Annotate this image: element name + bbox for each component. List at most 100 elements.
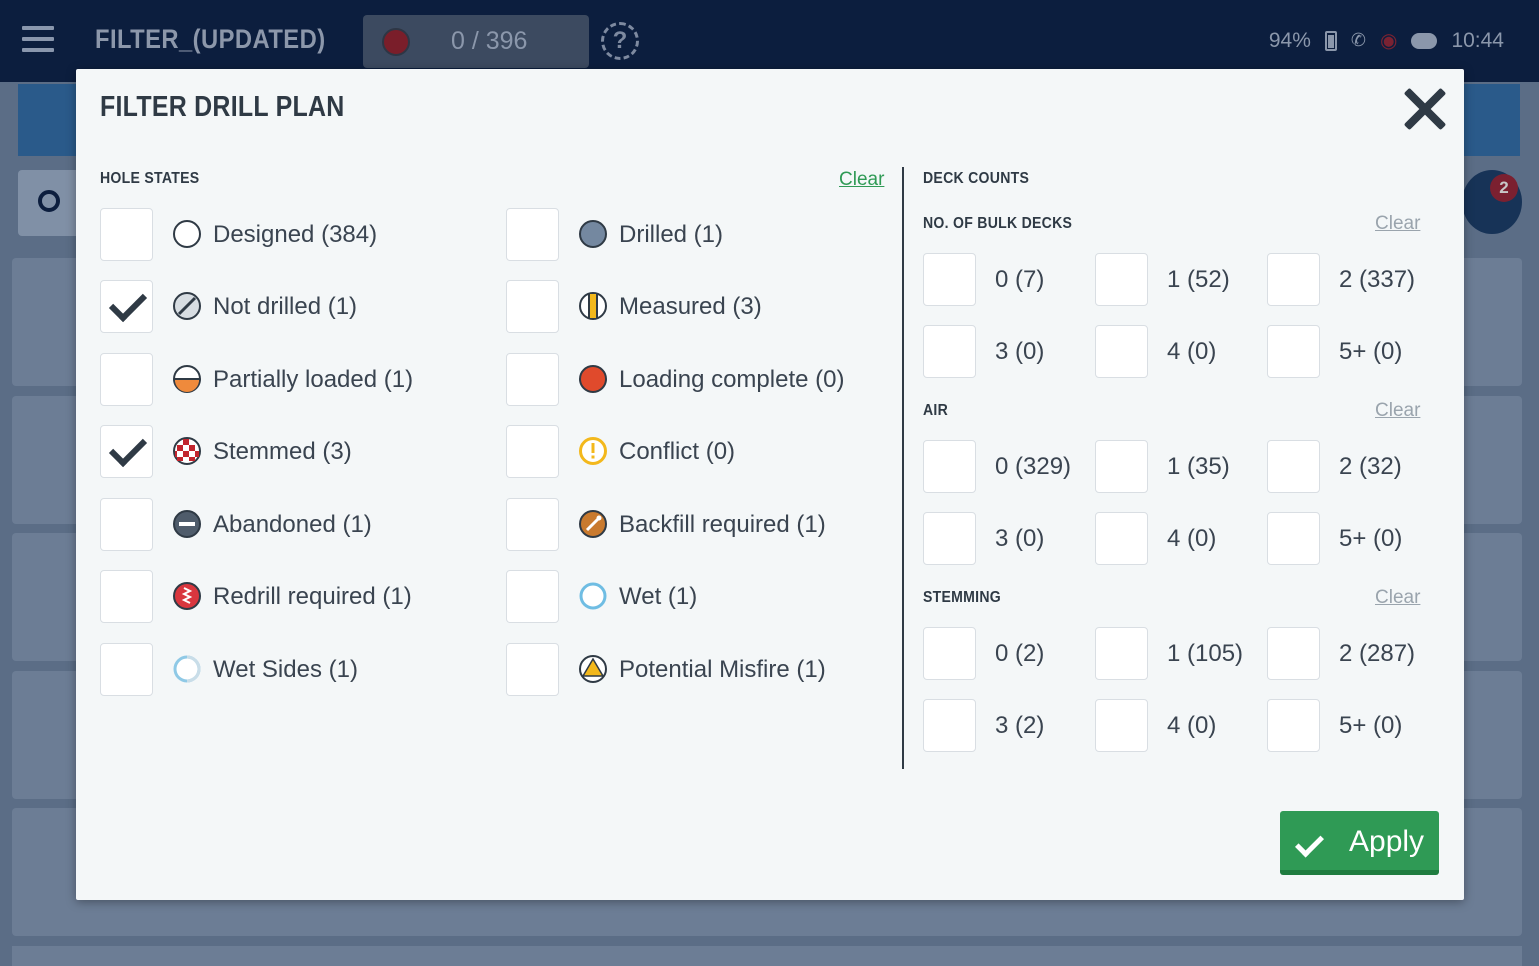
wet-icon <box>579 582 607 610</box>
state-label: Loading complete (0) <box>619 366 845 393</box>
state-label: Redrill required (1) <box>213 583 412 610</box>
bulk-decks-heading: NO. OF BULK DECKS <box>923 215 1073 232</box>
checkbox-potential-misfire[interactable] <box>506 643 559 696</box>
deck-option-label: 0 (329) <box>995 453 1072 480</box>
filter-drill-plan-dialog: FILTER DRILL PLAN HOLE STATES Clear Desi… <box>76 69 1464 900</box>
checkbox-stemming-4[interactable] <box>1095 699 1148 752</box>
checkbox-stemming-2[interactable] <box>1267 627 1320 680</box>
hole-counter[interactable]: 0 / 396 <box>363 15 589 68</box>
state-label: Backfill required (1) <box>619 511 826 538</box>
checkbox-bulk-decks-1[interactable] <box>1095 253 1148 306</box>
not-drilled-icon <box>173 292 201 320</box>
checkbox-redrill-required[interactable] <box>100 570 153 623</box>
close-icon[interactable] <box>1403 87 1447 131</box>
stemming-clear-link[interactable]: Clear <box>1375 587 1421 608</box>
deck-option-label: 5+ (0) <box>1339 525 1403 552</box>
deck-option-label: 4 (0) <box>1167 525 1217 552</box>
checkbox-drilled[interactable] <box>506 208 559 261</box>
checkbox-not-drilled[interactable] <box>100 280 153 333</box>
checkbox-stemmed[interactable] <box>100 425 153 478</box>
phone-icon: ✆ <box>1350 30 1366 50</box>
deck-option-label: 1 (35) <box>1167 453 1230 480</box>
loading-complete-icon <box>579 365 607 393</box>
abandoned-icon <box>173 510 201 538</box>
background-row <box>12 946 1522 966</box>
air-heading: AIR <box>923 402 949 419</box>
checkbox-abandoned[interactable] <box>100 498 153 551</box>
deck-option-label: 1 (105) <box>1167 640 1244 667</box>
deck-option-label: 4 (0) <box>1167 712 1217 739</box>
measured-icon <box>579 292 607 320</box>
checkbox-bulk-decks-2[interactable] <box>1267 253 1320 306</box>
hole-states-clear-link[interactable]: Clear <box>839 169 885 190</box>
bulk-decks-clear-link[interactable]: Clear <box>1375 213 1421 234</box>
stemmed-icon <box>173 437 201 465</box>
deck-option-label: 3 (2) <box>995 712 1045 739</box>
deck-counts-heading: DECK COUNTS <box>923 170 1030 187</box>
air-clear-link[interactable]: Clear <box>1375 400 1421 421</box>
battery-icon <box>1324 30 1337 51</box>
checkbox-bulk-decks-4[interactable] <box>1095 325 1148 378</box>
menu-icon[interactable] <box>22 26 54 54</box>
record-dot-icon <box>382 28 410 56</box>
checkbox-air-3[interactable] <box>923 512 976 565</box>
checkbox-stemming-3[interactable] <box>923 699 976 752</box>
checkbox-stemming-5plus[interactable] <box>1267 699 1320 752</box>
backfill-icon <box>579 510 607 538</box>
checkbox-stemming-1[interactable] <box>1095 627 1148 680</box>
deck-option-label: 2 (337) <box>1339 266 1416 293</box>
deck-option-label: 5+ (0) <box>1339 712 1403 739</box>
state-label: Designed (384) <box>213 221 378 248</box>
state-label: Measured (3) <box>619 293 762 320</box>
conflict-icon <box>579 437 607 465</box>
checkbox-bulk-decks-5plus[interactable] <box>1267 325 1320 378</box>
designed-icon <box>173 220 201 248</box>
checkbox-air-2[interactable] <box>1267 440 1320 493</box>
battery-level: 94% <box>1268 28 1311 52</box>
checkbox-air-5plus[interactable] <box>1267 512 1320 565</box>
state-label: Conflict (0) <box>619 438 736 465</box>
clock: 10:44 <box>1451 28 1504 52</box>
state-label: Drilled (1) <box>619 221 724 248</box>
deck-option-label: 3 (0) <box>995 525 1045 552</box>
checkbox-designed[interactable] <box>100 208 153 261</box>
column-divider <box>902 167 904 769</box>
checkbox-wet-sides[interactable] <box>100 643 153 696</box>
help-icon[interactable]: ? <box>601 22 639 60</box>
deck-option-label: 0 (2) <box>995 640 1045 667</box>
hole-states-heading: HOLE STATES <box>100 170 200 187</box>
status-bar: 94% ✆ ◉ 10:44 <box>1269 28 1504 53</box>
checkbox-wet[interactable] <box>506 570 559 623</box>
checkbox-measured[interactable] <box>506 280 559 333</box>
app-title: FILTER_(UPDATED) <box>95 24 326 54</box>
state-label: Wet Sides (1) <box>213 656 358 683</box>
deck-option-label: 1 (52) <box>1167 266 1230 293</box>
checkbox-air-1[interactable] <box>1095 440 1148 493</box>
state-label: Not drilled (1) <box>213 293 358 320</box>
apply-button[interactable]: Apply <box>1280 811 1439 875</box>
checkbox-stemming-0[interactable] <box>923 627 976 680</box>
deck-option-label: 0 (7) <box>995 266 1045 293</box>
checkbox-conflict[interactable] <box>506 425 559 478</box>
checkbox-air-0[interactable] <box>923 440 976 493</box>
deck-option-label: 5+ (0) <box>1339 338 1403 365</box>
state-label: Wet (1) <box>619 583 698 610</box>
drilled-icon <box>579 220 607 248</box>
misfire-icon <box>579 655 607 683</box>
hole-counter-text: 0 / 396 <box>451 27 528 55</box>
state-label: Stemmed (3) <box>213 438 352 465</box>
check-icon <box>1295 828 1324 858</box>
cloud-icon <box>1411 32 1438 49</box>
dialog-title: FILTER DRILL PLAN <box>100 91 345 123</box>
search-icon <box>38 190 60 212</box>
checkbox-bulk-decks-0[interactable] <box>923 253 976 306</box>
checkbox-backfill-required[interactable] <box>506 498 559 551</box>
stemming-heading: STEMMING <box>923 589 1001 606</box>
redrill-icon <box>173 582 201 610</box>
checkbox-air-4[interactable] <box>1095 512 1148 565</box>
checkbox-bulk-decks-3[interactable] <box>923 325 976 378</box>
checkbox-partially-loaded[interactable] <box>100 353 153 406</box>
deck-option-label: 2 (287) <box>1339 640 1416 667</box>
checkbox-loading-complete[interactable] <box>506 353 559 406</box>
state-label: Abandoned (1) <box>213 511 372 538</box>
